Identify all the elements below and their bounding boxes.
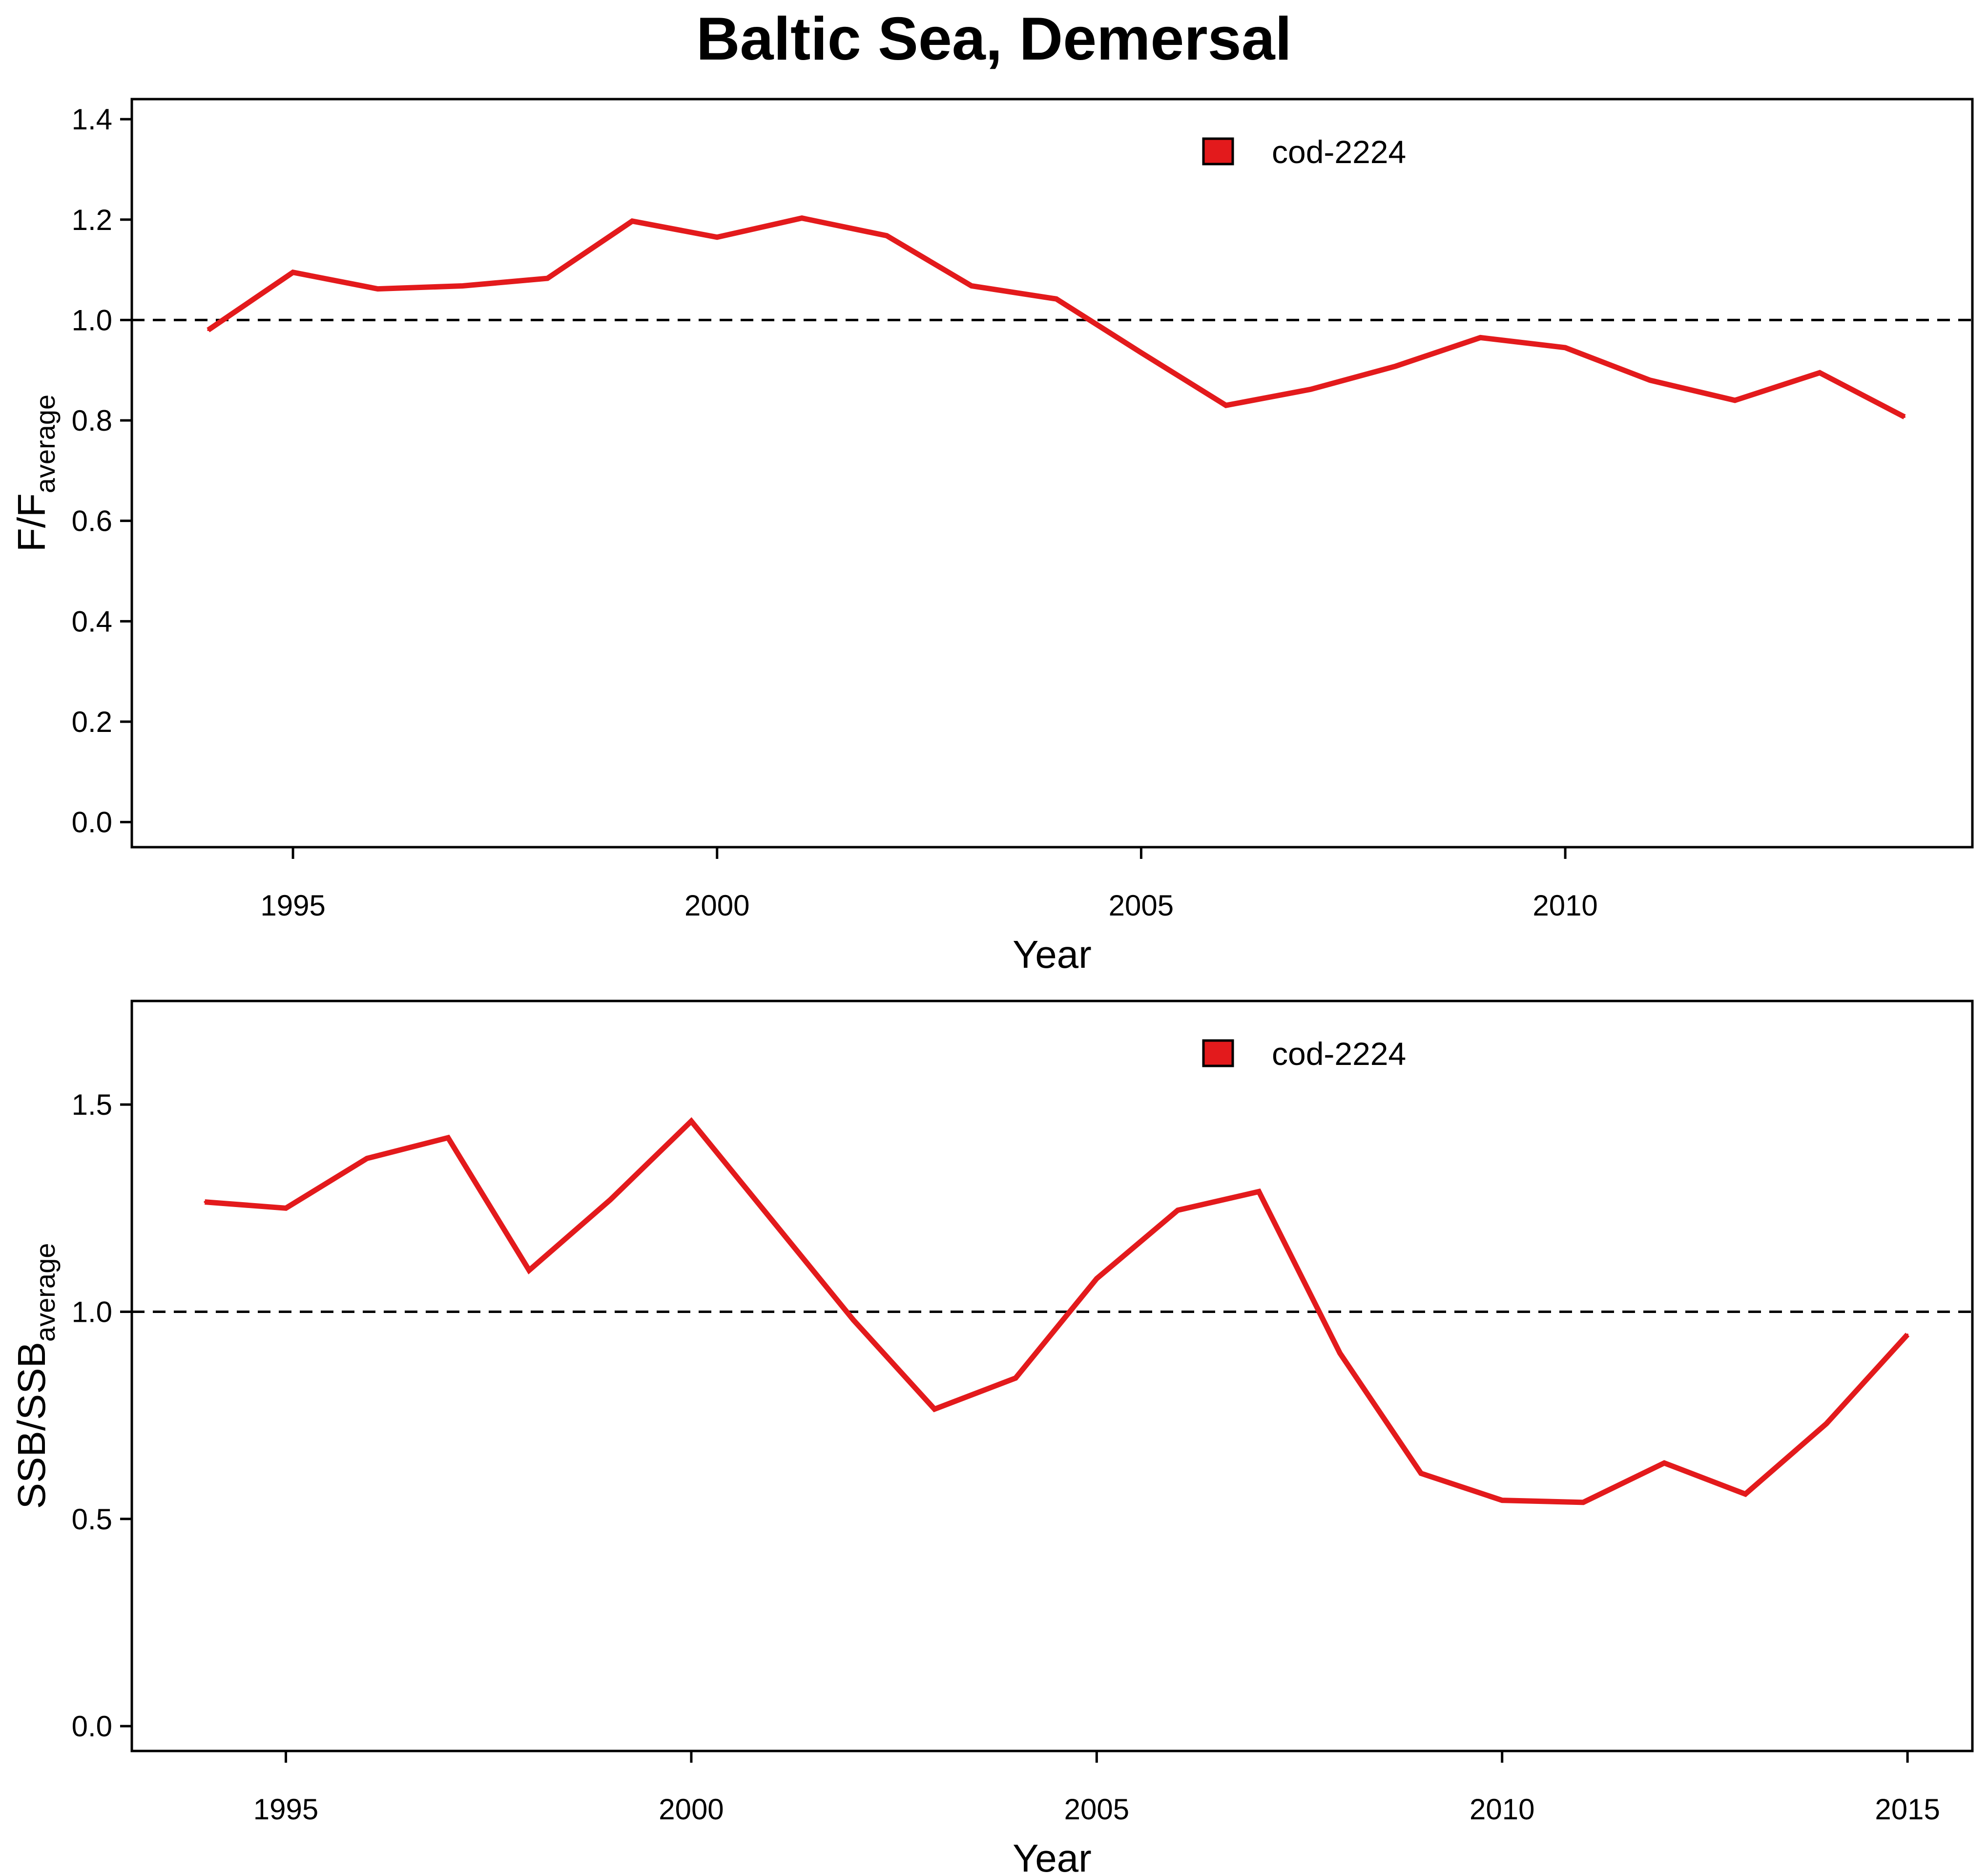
data-point [1055,298,1057,300]
y-tick-label: 1.4 [72,103,112,136]
data-point [1582,1501,1584,1503]
data-point [1819,372,1821,374]
series-line-cod-2224 [207,215,1906,419]
data-point [1564,346,1567,349]
data-point [1649,379,1651,381]
plot-frame [130,1000,1974,1752]
data-point [716,236,718,238]
data-point [1906,1333,1909,1336]
plot-frame [130,98,1974,849]
y-tick-label: 1.5 [72,1088,112,1121]
y-tick-label: 0.0 [72,1710,112,1743]
data-point [207,329,209,331]
x-tick-label: 1995 [253,1793,318,1826]
data-point [1663,1462,1665,1464]
data-point [376,288,379,290]
data-point [886,234,888,237]
y-axis-title: SSB/SSBaverage [10,1243,61,1509]
data-point [366,1157,368,1160]
data-point [285,1207,287,1209]
y-axis-title-main: F/F [10,493,53,552]
data-point [1177,1209,1179,1211]
x-tick-label: 2010 [1532,889,1597,922]
data-point [1225,404,1227,407]
x-tick-label: 2000 [659,1793,724,1826]
data-point [771,1219,774,1222]
data-point [1744,1493,1746,1495]
x-tick-label: 1995 [260,889,325,922]
y-tick-label: 0.2 [72,706,112,738]
data-point [933,1408,936,1410]
legend-swatch [1202,1039,1234,1067]
y-tick-label: 0.8 [72,404,112,437]
data-point [1825,1422,1828,1425]
data-point [631,220,634,222]
data-point [528,1269,530,1271]
y-tick-label: 0.0 [72,806,112,839]
x-tick-label: 2005 [1109,889,1174,922]
y-tick-label: 0.4 [72,605,112,638]
data-point [1420,1472,1422,1475]
data-point [690,1120,692,1123]
data-point [204,1201,206,1203]
data-point [970,285,973,287]
panel-1: 0.0 0.2 0.4 0.6 0.8 1.0 1.2 1.4 1995 2000 2005 2010… [10,98,1974,976]
y-tick-label: 0.6 [72,505,112,538]
x-tick-label: 2000 [684,889,749,922]
data-point [1096,1277,1098,1280]
data-point [801,217,803,219]
data-point [447,1137,449,1139]
y-tick-label: 1.0 [72,1295,112,1328]
figure-title: Baltic Sea, Demersal [696,5,1292,73]
data-point [1501,1499,1503,1501]
data-point [461,285,464,287]
legend-swatch [1202,137,1234,166]
data-point [1258,1190,1260,1193]
data-point [1394,365,1397,367]
y-tick-label: 1.0 [72,304,112,336]
y-tick-label: 0.5 [72,1503,112,1536]
y-axis-title-subscript: average [30,1243,61,1342]
x-axis-title: Year [1013,1836,1092,1875]
x-tick-label: 2015 [1875,1793,1940,1826]
legend-label: cod-2224 [1272,1036,1406,1072]
data-point [1015,1377,1017,1379]
data-point [1734,399,1736,401]
data-point [546,277,549,280]
data-point [292,271,294,273]
legend-label: cod-2224 [1272,134,1406,170]
x-tick-label: 2010 [1470,1793,1534,1826]
data-point [1904,416,1906,418]
y-axis-title-subscript: average [30,395,61,493]
data-point [852,1319,855,1321]
y-axis-title: F/Faverage [10,395,61,552]
data-point [1309,388,1312,391]
panel-2: 0.0 0.5 1.0 1.5 1995 2000 2005 2010 2015 Year SSB/… [10,1000,1974,1875]
data-point [1140,352,1142,354]
data-point [1339,1352,1341,1354]
data-point [609,1199,611,1201]
x-tick-label: 2005 [1064,1793,1129,1826]
y-tick-label: 1.2 [72,204,112,236]
series-line-cod-2224 [205,1117,1910,1505]
x-axis-title: Year [1013,933,1092,976]
data-point [1479,336,1482,339]
y-axis-title-main: SSB/SSB [10,1342,53,1509]
